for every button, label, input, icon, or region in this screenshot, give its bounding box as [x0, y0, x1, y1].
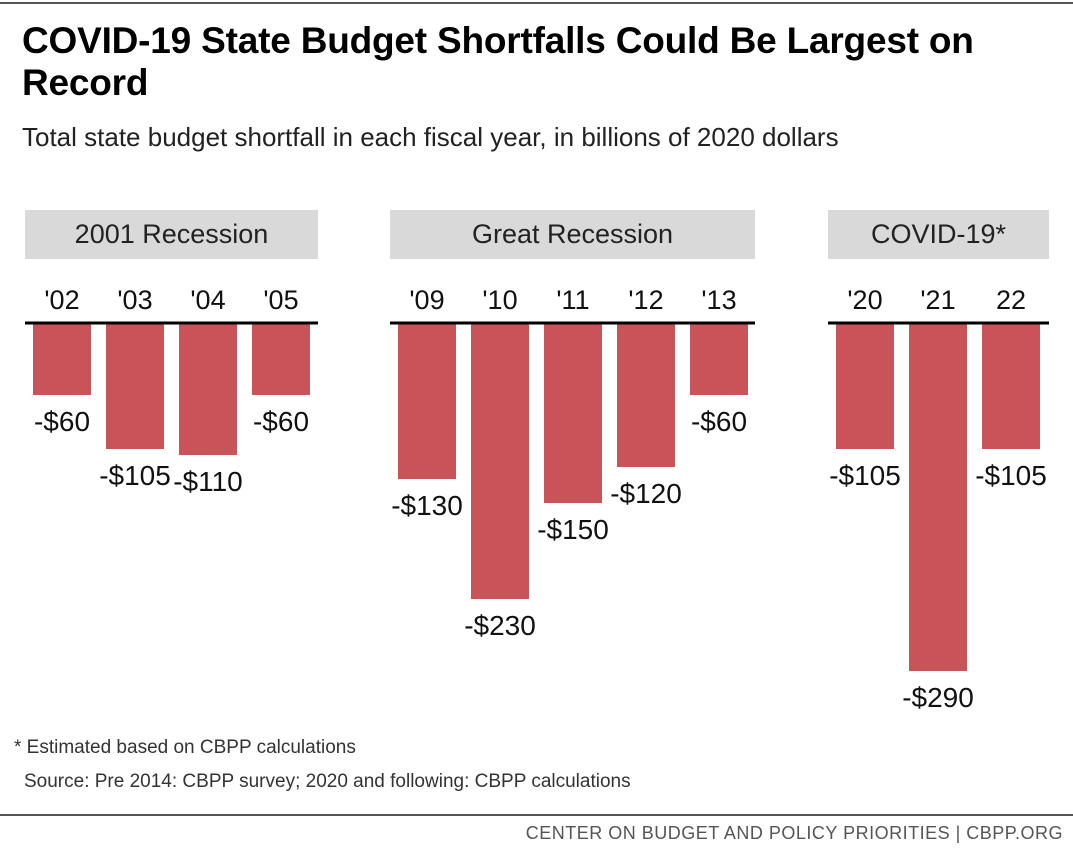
x-tick-label: '03	[117, 285, 152, 315]
data-label: -$130	[391, 490, 463, 521]
bar	[836, 324, 894, 449]
panel-header-label: 2001 Recession	[75, 219, 269, 249]
bar	[179, 324, 237, 455]
x-tick-label: '09	[409, 285, 444, 315]
panel-header-box	[25, 210, 318, 259]
bar	[471, 324, 529, 599]
data-label: -$105	[99, 460, 171, 491]
x-tick-label: '12	[628, 285, 663, 315]
data-label: -$290	[902, 682, 974, 713]
data-label: -$120	[610, 478, 682, 509]
top-rule	[0, 2, 1073, 4]
bar	[398, 324, 456, 479]
bar	[909, 324, 967, 671]
chart-title: COVID-19 State Budget Shortfalls Could B…	[22, 20, 974, 103]
x-tick-label: '11	[556, 285, 589, 315]
data-label: -$60	[34, 406, 90, 437]
bar	[544, 324, 602, 503]
data-label: -$60	[253, 406, 309, 437]
bar	[106, 324, 164, 449]
source-note: Source: Pre 2014: CBPP survey; 2020 and …	[24, 771, 631, 792]
x-tick-label: '20	[847, 285, 882, 315]
bar	[617, 324, 675, 467]
bar	[33, 324, 91, 395]
panel-header-label: Great Recession	[472, 219, 673, 249]
footer-credit: CENTER ON BUDGET AND POLICY PRIORITIES |…	[525, 823, 1063, 843]
x-tick-label: 22	[996, 285, 1026, 315]
x-tick-label: '04	[190, 285, 225, 315]
panel-header-box	[390, 210, 755, 259]
bottom-rule	[0, 814, 1073, 816]
chart-subtitle: Total state budget shortfall in each fis…	[22, 122, 839, 152]
data-label: -$60	[691, 406, 747, 437]
data-label: -$105	[975, 460, 1047, 491]
panel-header-label: COVID-19*	[871, 219, 1007, 249]
data-label: -$110	[173, 466, 243, 497]
footnote: * Estimated based on CBPP calculations	[14, 737, 356, 758]
x-tick-label: '05	[263, 285, 298, 315]
data-label: -$105	[829, 460, 901, 491]
panel-header-box	[828, 210, 1049, 259]
x-tick-label: '21	[920, 285, 955, 315]
bar	[982, 324, 1040, 449]
x-tick-label: '10	[482, 285, 517, 315]
data-label: -$150	[537, 514, 609, 545]
bar-chart: 2001 Recession '02 -$60 '03 -$105 '04 -$110 '05…	[25, 210, 1049, 713]
data-label: -$230	[464, 610, 536, 641]
bar	[252, 324, 310, 395]
x-tick-label: '13	[701, 285, 736, 315]
x-tick-label: '02	[44, 285, 79, 315]
bar	[690, 324, 748, 395]
